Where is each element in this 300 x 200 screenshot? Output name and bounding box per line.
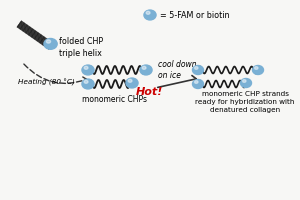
Ellipse shape: [128, 79, 132, 82]
Ellipse shape: [46, 40, 51, 43]
Text: monomeric CHP strands
ready for hybridization with
denatured collagen: monomeric CHP strands ready for hybridiz…: [195, 91, 295, 113]
Ellipse shape: [82, 65, 94, 75]
Ellipse shape: [194, 67, 198, 69]
Ellipse shape: [84, 80, 88, 83]
Text: = 5-FAM or biotin: = 5-FAM or biotin: [160, 10, 230, 20]
Ellipse shape: [193, 79, 203, 88]
Ellipse shape: [242, 80, 246, 82]
Ellipse shape: [146, 11, 150, 14]
Ellipse shape: [82, 79, 94, 89]
Ellipse shape: [84, 66, 88, 69]
Text: monomeric CHPs: monomeric CHPs: [82, 96, 148, 104]
Ellipse shape: [194, 81, 198, 83]
Text: Heating (80 °C): Heating (80 °C): [18, 78, 75, 86]
Ellipse shape: [44, 38, 57, 49]
Ellipse shape: [193, 66, 203, 74]
Ellipse shape: [140, 65, 152, 75]
Ellipse shape: [126, 78, 138, 88]
Ellipse shape: [254, 67, 258, 69]
Ellipse shape: [144, 10, 156, 20]
Text: Hot!: Hot!: [136, 87, 164, 97]
Text: cool down
on ice: cool down on ice: [158, 60, 196, 80]
Text: folded CHP
triple helix: folded CHP triple helix: [58, 37, 103, 58]
Ellipse shape: [241, 78, 251, 88]
Ellipse shape: [253, 66, 263, 74]
Ellipse shape: [142, 66, 146, 69]
